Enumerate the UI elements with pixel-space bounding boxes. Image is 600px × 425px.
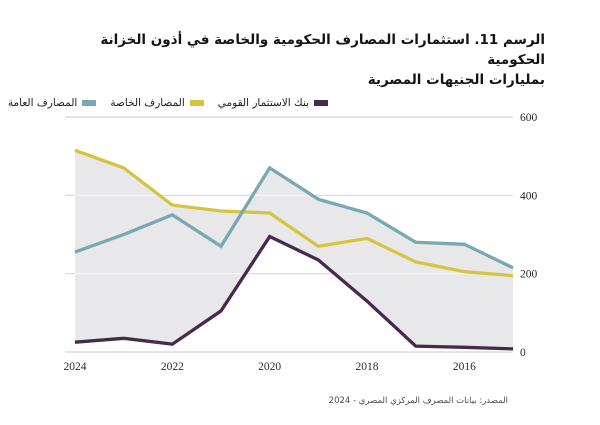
y-axis-tick-label: 200 xyxy=(520,269,538,281)
chart-legend: بنك الاستثمار القومي المصارف الخاصة المص… xyxy=(8,94,328,112)
legend-swatch-icon xyxy=(82,100,97,106)
legend-swatch-icon xyxy=(314,100,328,106)
legend-label: بنك الاستثمار القومي xyxy=(217,97,309,109)
source-note: المصدر: بيانات المصرف المركزي المصري - 2… xyxy=(328,396,508,406)
y-axis-tick-label: 400 xyxy=(520,190,538,202)
legend-label: المصارف الخاصة xyxy=(110,97,185,109)
legend-swatch-icon xyxy=(189,100,204,106)
y-axis-tick-label: 0 xyxy=(520,347,526,359)
chart-title-line1: الرسم 11. استثمارات المصارف الحكومية وال… xyxy=(100,32,545,68)
legend-item-public-banks: المصارف العامة xyxy=(7,96,97,110)
chart-title-line2: بمليارات الجنيهات المصرية xyxy=(367,72,545,88)
legend-label: المصارف العامة xyxy=(7,97,78,109)
chart-title: الرسم 11. استثمارات المصارف الحكومية وال… xyxy=(40,30,545,90)
x-axis-tick-label: 2020 xyxy=(258,361,281,373)
x-axis-tick-label: 2022 xyxy=(161,361,184,373)
x-axis-tick-label: 2024 xyxy=(64,361,87,373)
x-axis-tick-label: 2016 xyxy=(453,361,476,373)
y-axis-tick-label: 600 xyxy=(520,112,538,124)
legend-item-private-banks: المصارف الخاصة xyxy=(110,96,204,110)
legend-item-national-investment-bank: بنك الاستثمار القومي xyxy=(218,96,328,110)
x-axis-tick-label: 2018 xyxy=(356,361,379,373)
